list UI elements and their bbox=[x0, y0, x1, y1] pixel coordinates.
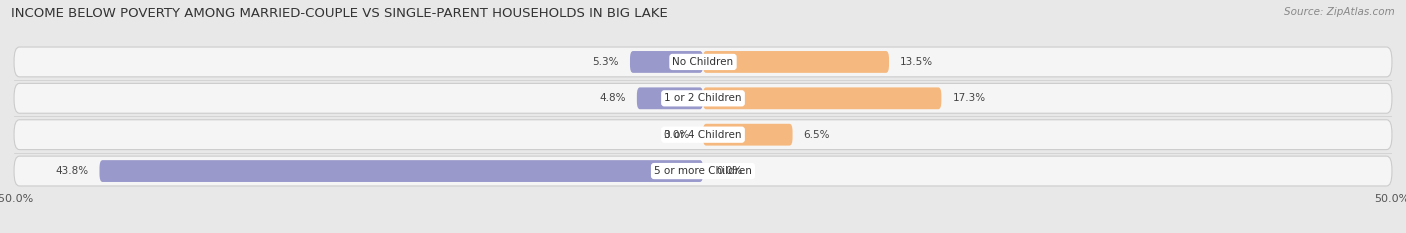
FancyBboxPatch shape bbox=[703, 124, 793, 146]
Text: 3 or 4 Children: 3 or 4 Children bbox=[664, 130, 742, 140]
FancyBboxPatch shape bbox=[14, 120, 1392, 150]
FancyBboxPatch shape bbox=[14, 83, 1392, 113]
FancyBboxPatch shape bbox=[100, 160, 703, 182]
FancyBboxPatch shape bbox=[703, 87, 942, 109]
Text: 5 or more Children: 5 or more Children bbox=[654, 166, 752, 176]
FancyBboxPatch shape bbox=[637, 87, 703, 109]
Text: 1 or 2 Children: 1 or 2 Children bbox=[664, 93, 742, 103]
Text: 43.8%: 43.8% bbox=[55, 166, 89, 176]
Text: 13.5%: 13.5% bbox=[900, 57, 934, 67]
Text: 0.0%: 0.0% bbox=[664, 130, 689, 140]
FancyBboxPatch shape bbox=[14, 156, 1392, 186]
Text: 4.8%: 4.8% bbox=[599, 93, 626, 103]
FancyBboxPatch shape bbox=[703, 51, 889, 73]
FancyBboxPatch shape bbox=[14, 47, 1392, 77]
Text: 5.3%: 5.3% bbox=[592, 57, 619, 67]
FancyBboxPatch shape bbox=[630, 51, 703, 73]
Text: 0.0%: 0.0% bbox=[717, 166, 742, 176]
Text: Source: ZipAtlas.com: Source: ZipAtlas.com bbox=[1284, 7, 1395, 17]
Text: 6.5%: 6.5% bbox=[804, 130, 830, 140]
Text: INCOME BELOW POVERTY AMONG MARRIED-COUPLE VS SINGLE-PARENT HOUSEHOLDS IN BIG LAK: INCOME BELOW POVERTY AMONG MARRIED-COUPL… bbox=[11, 7, 668, 20]
Text: 17.3%: 17.3% bbox=[952, 93, 986, 103]
Text: No Children: No Children bbox=[672, 57, 734, 67]
